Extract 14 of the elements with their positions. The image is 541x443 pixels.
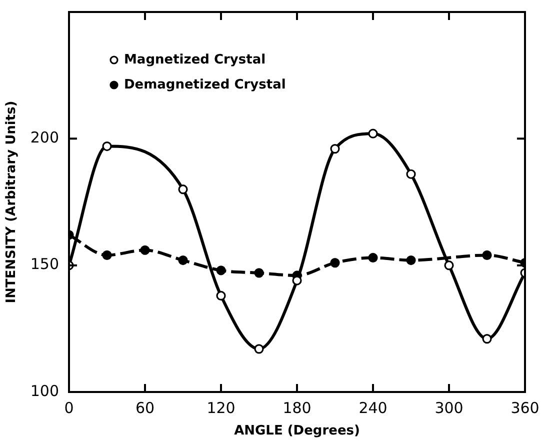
x-axis-title: ANGLE (Degrees) (234, 424, 360, 439)
x-tick-label: 240 (358, 398, 388, 417)
x-tick-label: 300 (434, 398, 464, 417)
x-tick-label: 60 (135, 398, 155, 417)
y-tick-label: 100 (30, 382, 59, 400)
legend-label: Magnetized Crystal (124, 52, 266, 68)
y-axis-title: INTENSITY (Arbitrary Units) (4, 100, 20, 304)
x-tick-label: 0 (64, 398, 74, 417)
x-tick-label: 180 (282, 398, 312, 417)
y-tick-label: 200 (30, 128, 59, 147)
x-tick-label: 360 (510, 398, 540, 417)
x-tick-label: 120 (206, 398, 236, 417)
legend-label: Demagnetized Crystal (124, 77, 286, 92)
y-tick-label: 150 (30, 255, 59, 274)
